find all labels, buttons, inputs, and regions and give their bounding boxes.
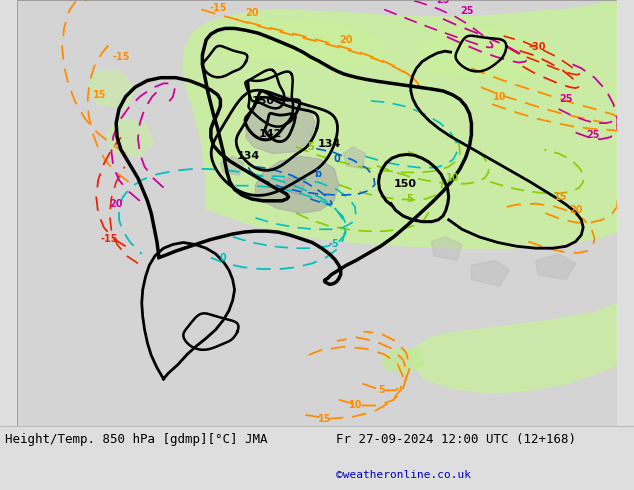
Text: ©weatheronline.co.uk: ©weatheronline.co.uk (336, 470, 471, 480)
Polygon shape (221, 19, 386, 66)
Text: 20: 20 (569, 205, 583, 215)
Text: 20: 20 (245, 8, 259, 18)
Text: 10: 10 (349, 400, 363, 411)
Text: 5: 5 (307, 142, 314, 152)
Text: 0: 0 (220, 253, 226, 263)
Text: 20: 20 (340, 35, 353, 45)
Text: 0: 0 (333, 154, 340, 164)
Polygon shape (432, 237, 462, 261)
Text: 134: 134 (236, 151, 260, 161)
Text: -5: -5 (328, 240, 339, 249)
Text: 25: 25 (559, 95, 573, 104)
Polygon shape (87, 71, 135, 109)
Polygon shape (183, 0, 618, 248)
Polygon shape (419, 24, 547, 80)
Text: 20: 20 (110, 198, 123, 209)
Text: 5: 5 (378, 385, 385, 395)
Text: 15: 15 (553, 192, 567, 202)
Text: 5: 5 (406, 194, 413, 204)
Text: -15: -15 (101, 234, 119, 244)
Text: 10: 10 (446, 173, 459, 183)
Text: 25: 25 (460, 6, 474, 16)
Text: -15: -15 (210, 2, 227, 13)
Text: 10: 10 (493, 92, 507, 101)
Polygon shape (382, 348, 424, 374)
Text: -15: -15 (112, 52, 129, 62)
Text: Fr 27-09-2024 12:00 UTC (12+168): Fr 27-09-2024 12:00 UTC (12+168) (336, 433, 576, 446)
Text: 142: 142 (258, 129, 281, 139)
Text: 25: 25 (436, 0, 450, 5)
Text: -30: -30 (529, 42, 547, 52)
Text: Height/Temp. 850 hPa [gdmp][°C] JMA: Height/Temp. 850 hPa [gdmp][°C] JMA (5, 433, 268, 446)
Polygon shape (472, 261, 509, 286)
Polygon shape (410, 303, 618, 393)
Text: 134: 134 (318, 139, 341, 149)
Polygon shape (536, 254, 576, 279)
Text: 25: 25 (586, 129, 599, 140)
Polygon shape (344, 147, 365, 169)
Text: b: b (314, 170, 321, 179)
Text: 150: 150 (252, 96, 275, 106)
Text: 15: 15 (93, 90, 107, 100)
Polygon shape (246, 97, 315, 153)
Polygon shape (221, 156, 244, 175)
Text: 15: 15 (318, 414, 332, 424)
Polygon shape (284, 175, 306, 195)
Polygon shape (256, 156, 339, 213)
Text: 150: 150 (394, 179, 417, 189)
Polygon shape (107, 119, 154, 156)
